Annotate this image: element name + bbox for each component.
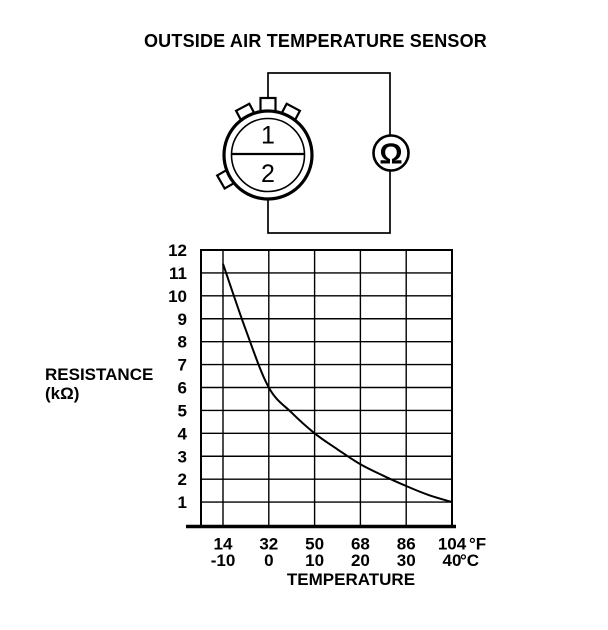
y-tick-label: 5 [178,401,187,420]
x-tick-label-fahrenheit: 86 [397,535,416,554]
x-tick-label-celsius: 30 [397,551,416,570]
x-tick-label-fahrenheit: 50 [305,535,324,554]
y-tick-label: 1 [178,493,187,512]
ohmmeter: Ω [372,134,410,172]
resistance-temperature-chart: 12111098765432114-1032050106820863010440… [45,241,486,589]
x-tick-label-fahrenheit: 32 [259,535,278,554]
x-tick-label-celsius: -10 [211,551,236,570]
y-axis-title-unit: (kΩ) [45,384,79,403]
x-tick-label-celsius: 20 [351,551,370,570]
x-tick-label-celsius: 10 [305,551,324,570]
y-tick-label: 2 [178,470,187,489]
ohm-symbol: Ω [379,139,402,171]
x-tick-label-celsius: 40 [443,551,462,570]
x-tick-label-fahrenheit: 104 [438,535,467,554]
sensor-resistance-curve [222,263,453,504]
ohmmeter-circle [372,134,410,172]
y-tick-label: 8 [178,333,187,352]
sensor-connector: 1 2 [222,109,314,201]
page-title: OUTSIDE AIR TEMPERATURE SENSOR [143,31,488,51]
y-tick-label: 3 [178,447,187,466]
y-tick-label: 7 [178,356,187,375]
x-tick-label-fahrenheit: 14 [214,535,233,554]
y-tick-label: 10 [168,287,187,306]
circuit-diagram: 1 2 Ω [215,72,410,234]
y-tick-label: 11 [169,264,187,283]
x-axis-title: TEMPERATURE [287,570,415,589]
y-axis-title: RESISTANCE [45,365,153,384]
x-tick-label-fahrenheit: 68 [351,535,370,554]
plot-border [200,249,453,525]
y-tick-label: 12 [168,241,187,260]
y-tick-label: 9 [178,310,187,329]
x-tick-label-celsius: 0 [264,551,273,570]
pin-1-label: 1 [261,122,275,150]
y-tick-label: 4 [178,424,188,443]
x-axis-unit-fahrenheit: °F [469,535,486,554]
x-axis-unit-celsius: °C [460,551,479,570]
y-tick-label: 6 [178,379,187,398]
pin-2-label: 2 [261,160,275,188]
